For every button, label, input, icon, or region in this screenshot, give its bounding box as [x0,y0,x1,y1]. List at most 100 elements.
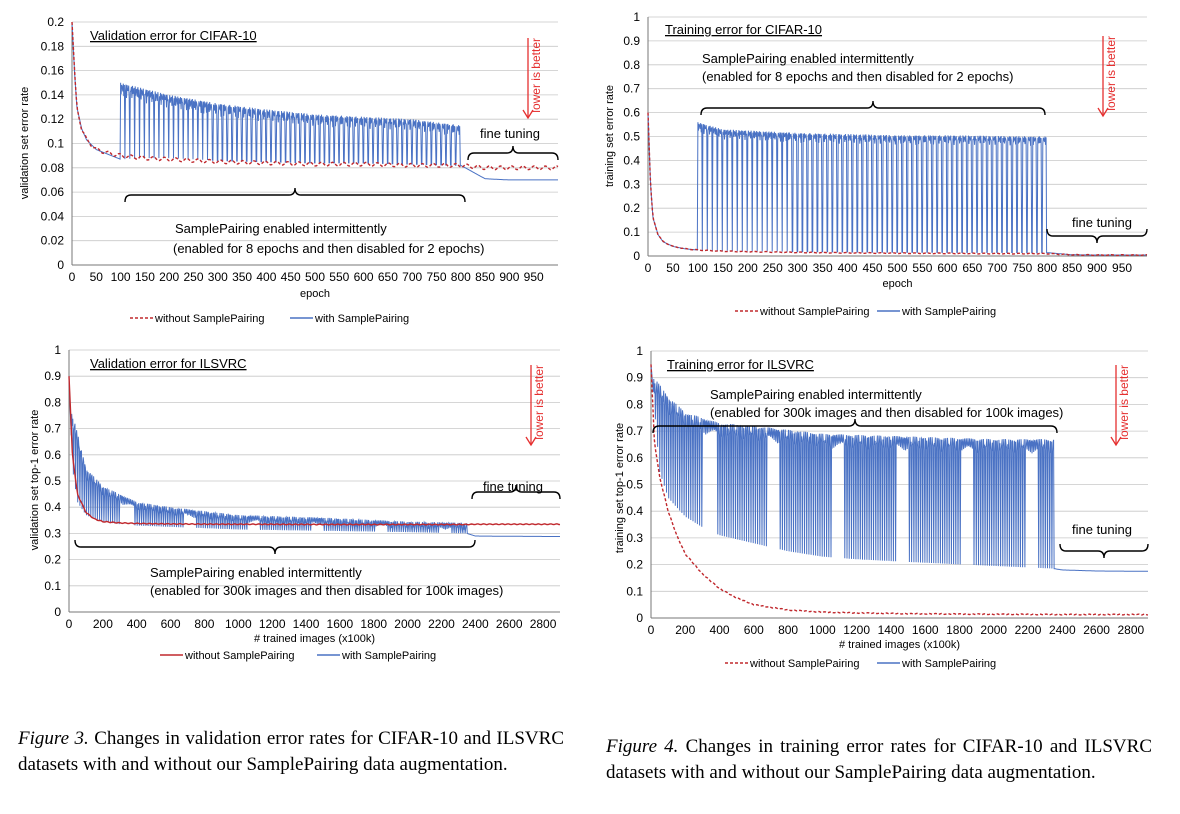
y-tick-label: 0.04 [41,209,65,223]
fine-tuning-brace [471,484,561,500]
x-tick-label: 750 [426,270,446,284]
x-tick-label: 400 [838,261,858,275]
series-with-samplepairing [647,112,1147,256]
y-tick-label: 0.2 [623,201,640,215]
y-tick-label: 1 [633,10,640,24]
annotation-intermittent: SamplePairing enabled intermittently [710,387,922,402]
annotation-intermittent-detail: (enabled for 300k images and then disabl… [150,583,503,598]
x-tick-label: 2400 [462,617,489,631]
y-axis-label: validation set top-1 error rate [29,410,41,551]
fine-tuning-brace [1046,228,1148,244]
x-tick-label: 400 [127,617,147,631]
y-tick-label: 0.2 [47,15,64,29]
annotation-fine-tuning: fine tuning [480,126,540,141]
y-axis-label: validation set error rate [19,87,31,200]
x-tick-label: 250 [183,270,203,284]
y-tick-label: 0.4 [626,504,643,518]
x-tick-label: 600 [937,261,957,275]
x-tick-label: 850 [475,270,495,284]
x-tick-label: 1000 [809,623,836,637]
chart-title: Training error for ILSVRC [667,357,814,372]
y-tick-label: 0.7 [626,424,643,438]
x-tick-label: 950 [1112,261,1132,275]
x-tick-label: 2400 [1049,623,1076,637]
x-tick-label: 800 [778,623,798,637]
x-tick-label: 50 [90,270,104,284]
x-tick-label: 2600 [496,617,523,631]
x-tick-label: 200 [738,261,758,275]
annotation-lower-is-better: lower is better [1104,36,1118,111]
y-tick-label: 0.9 [626,371,643,385]
y-tick-label: 0.4 [44,500,61,514]
x-tick-label: 1200 [843,623,870,637]
x-tick-label: 350 [813,261,833,275]
x-tick-label: 500 [305,270,325,284]
legend: without SamplePairing with SamplePairing [725,658,996,670]
chart-training-ilsvrc: 0 0.1 0.2 0.3 0.4 0.5 0.6 0.7 0.8 0.9 1 0 200 400 600 8… [614,344,1149,670]
y-tick-label: 0.5 [44,474,61,488]
figure-3-text: Changes in validation error rates for CI… [18,728,565,775]
legend-label-with: with SamplePairing [901,306,996,318]
x-tick-label: 0 [645,261,652,275]
y-tick-label: 0.7 [44,422,61,436]
x-tick-label: 50 [666,261,680,275]
annotation-intermittent: SamplePairing enabled intermittently [175,221,387,236]
x-tick-label: 1400 [878,623,905,637]
y-tick-label: 0.5 [623,130,640,144]
y-axis-label: training set error rate [604,85,616,187]
y-tick-label: 0.8 [44,395,61,409]
x-tick-label: 1400 [293,617,320,631]
x-tick-label: 2000 [394,617,421,631]
y-tick-label: 0.3 [626,531,643,545]
y-tick-label: 0.9 [44,369,61,383]
figure-3-caption: Figure 3. Changes in validation error ra… [18,726,564,778]
annotation-intermittent: SamplePairing enabled intermittently [150,565,362,580]
legend: without SamplePairing with SamplePairing [735,306,996,318]
x-axis-label: epoch [883,278,913,290]
fine-tuning-brace [1059,543,1149,559]
x-tick-label: 150 [135,270,155,284]
x-tick-label: 450 [281,270,301,284]
series-without-samplepairing [647,112,1148,257]
annotation-fine-tuning: fine tuning [1072,522,1132,537]
y-tick-label: 0.6 [623,106,640,120]
annotation-intermittent-detail: (enabled for 300k images and then disabl… [710,405,1063,420]
samplepairing-brace [74,539,476,555]
y-tick-label: 0.3 [44,526,61,540]
x-tick-label: 1200 [259,617,286,631]
chart-validation-ilsvrc: 0 0.1 0.2 0.3 0.4 0.5 0.6 0.7 0.8 0.9 1 0 200 400 600 8… [29,343,561,662]
chart-validation-cifar10: 0 0.02 0.04 0.06 0.08 0.1 0.12 0.14 0.16 0.18 0.2 0… [19,15,559,325]
x-tick-label: 300 [208,270,228,284]
y-tick-label: 0.4 [623,153,640,167]
annotation-fine-tuning: fine tuning [1072,215,1132,230]
x-tick-label: 800 [1037,261,1057,275]
x-tick-label: 1000 [225,617,252,631]
samplepairing-brace [700,100,1046,116]
legend: without SamplePairing with SamplePairing [160,650,436,662]
x-tick-label: 300 [788,261,808,275]
y-tick-label: 0 [636,611,643,625]
x-tick-label: 100 [688,261,708,275]
x-tick-label: 0 [69,270,76,284]
y-tick-label: 0.14 [41,88,65,102]
y-tick-label: 0.1 [623,225,640,239]
x-tick-label: 600 [354,270,374,284]
arrow-head-icon [522,109,534,120]
series-with-samplepairing [68,376,560,537]
y-tick-label: 0 [633,249,640,263]
y-tick-label: 0.5 [626,478,643,492]
arrow-head-icon [1110,436,1122,447]
figure-3-label: Figure 3. [18,728,89,749]
x-tick-label: 0 [66,617,73,631]
x-tick-label: 850 [1062,261,1082,275]
y-tick-label: 0.06 [41,185,65,199]
x-tick-label: 500 [887,261,907,275]
y-tick-label: 0.2 [626,558,643,572]
y-tick-label: 0.16 [41,64,65,78]
legend: without SamplePairing with SamplePairing [130,313,409,325]
samplepairing-brace [124,187,466,203]
legend-label-without: without SamplePairing [759,306,869,318]
y-tick-label: 0.6 [626,451,643,465]
y-tick-label: 0.3 [623,177,640,191]
y-tick-label: 0.7 [623,82,640,96]
